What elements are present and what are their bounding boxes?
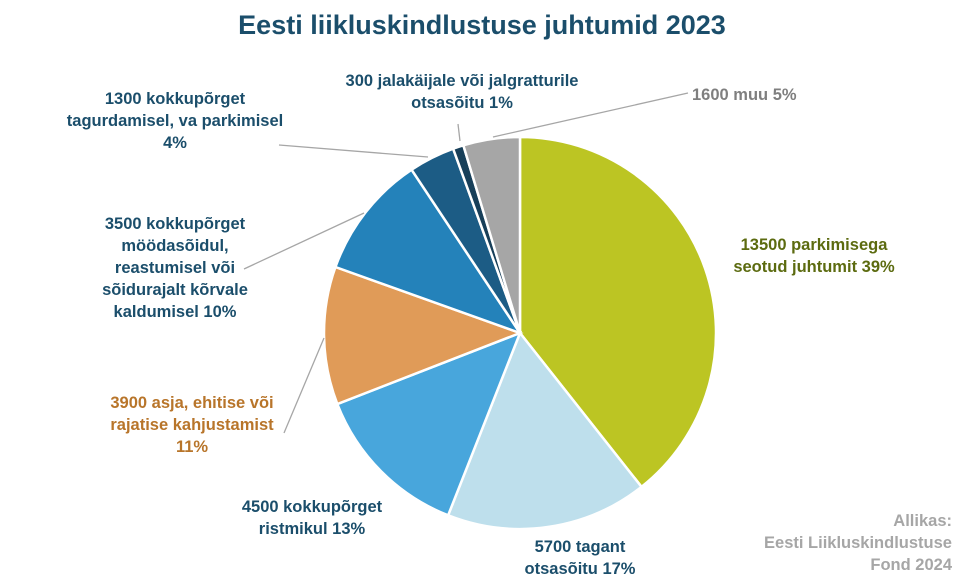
slice-label-line: otsasõitu 17% [525, 560, 636, 578]
pie-slice-1 [518, 135, 718, 489]
chart-title: Eesti liikluskindlustuse juhtumid 2023 [238, 10, 726, 40]
source-line: Fond 2024 [870, 556, 952, 574]
slice-label-2: 5700 tagant otsasõitu 17% [525, 538, 636, 578]
source-line: Allikas: [893, 512, 952, 530]
slice-label-6: 1300 kokkupõrget tagurdamisel, va parkimi… [67, 90, 283, 152]
slice-label-line: reastumisel või [115, 259, 235, 277]
slice-label-line: 4500 kokkupõrget [242, 498, 383, 516]
pie-slice-5 [333, 167, 524, 336]
slice-label-line: 13500 parkimisega [741, 236, 889, 254]
slice-label-line: 300 jalakäijale või jalgratturile [346, 72, 579, 90]
pie-slice-3 [335, 330, 523, 517]
slice-label-line: 1300 kokkupõrget [105, 90, 246, 108]
leader-lines [243, 92, 689, 434]
slice-label-line: ristmikul 13% [259, 520, 366, 538]
slice-label-line: 3500 kokkupõrget [105, 215, 246, 233]
leader-line-7 [457, 123, 461, 142]
slice-label-line: seotud juhtumit 39% [733, 258, 895, 276]
slice-label-line: möödasõidul, [121, 237, 228, 255]
source-note: Allikas: Eesti Liikluskindlustuse Fond 202… [764, 512, 953, 574]
slice-label-line: kaldumisel 10% [114, 303, 237, 321]
slice-label-line: rajatise kahjustamist [110, 416, 274, 434]
slice-label-line: tagurdamisel, va parkimisel [67, 112, 283, 130]
leader-line-5 [243, 212, 365, 270]
pie-slice-8 [461, 135, 522, 334]
slice-label-3: 4500 kokkupõrget ristmikul 13% [242, 498, 383, 538]
slice-label-7: 300 jalakäijale või jalgratturile otsasõi… [346, 72, 579, 112]
slice-label-line: 3900 asja, ehitise või [110, 394, 273, 412]
slice-label-line: 1600 muu 5% [692, 86, 797, 104]
pie-slice-2 [446, 330, 644, 531]
slice-label-line: sõidurajalt kõrvale [102, 281, 248, 299]
slice-labels: 13500 parkimisega seotud juhtumit 39% 5700… [67, 72, 895, 578]
slice-label-8: 1600 muu 5% [692, 86, 797, 104]
slice-label-line: 4% [163, 134, 187, 152]
leader-line-4 [283, 337, 325, 434]
pie-slices [322, 135, 718, 531]
slice-label-line: otsasõitu 1% [411, 94, 513, 112]
leader-line-8 [492, 92, 689, 138]
source-line: Eesti Liikluskindlustuse [764, 534, 952, 552]
pie-slice-4 [322, 265, 524, 406]
slice-label-line: 11% [176, 438, 208, 456]
slice-label-line: 5700 tagant [535, 538, 626, 556]
slice-label-1: 13500 parkimisega seotud juhtumit 39% [733, 236, 895, 276]
slice-label-5: 3500 kokkupõrget möödasõidul, reastumisel … [102, 215, 248, 321]
slice-label-4: 3900 asja, ehitise või rajatise kahjustam… [110, 394, 274, 456]
source-text: Allikas: Eesti Liikluskindlustuse Fond 202… [764, 512, 953, 574]
leader-line-6 [278, 144, 429, 158]
